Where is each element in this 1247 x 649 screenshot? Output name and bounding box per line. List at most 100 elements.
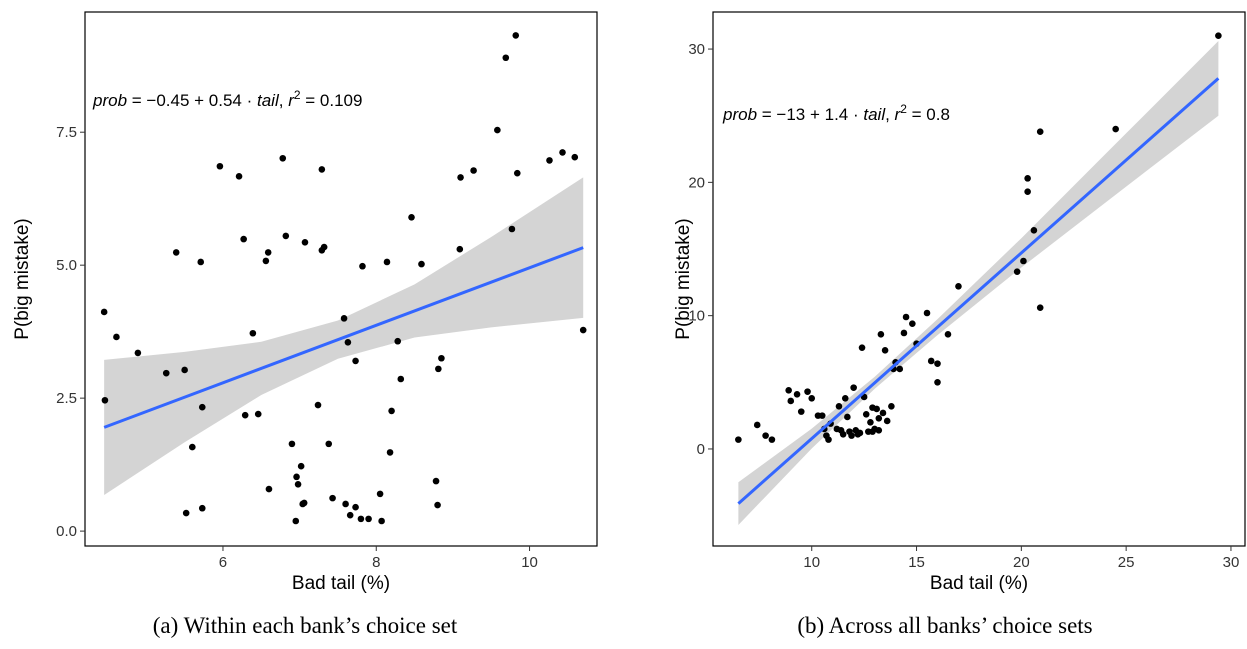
point	[867, 418, 874, 426]
point	[357, 515, 365, 523]
point	[785, 387, 792, 394]
annotation: prob = −13 + 1.4 · tail, r2 = 0.8	[722, 102, 950, 124]
point	[513, 169, 521, 177]
point	[902, 313, 910, 321]
point	[320, 243, 328, 251]
point	[856, 429, 864, 437]
x-tick-label: 15	[908, 554, 925, 571]
point	[879, 409, 887, 417]
point	[508, 225, 516, 233]
point	[297, 462, 305, 470]
point	[100, 308, 108, 316]
point	[579, 326, 587, 334]
point	[397, 375, 405, 383]
point	[955, 283, 962, 290]
point	[432, 477, 440, 485]
point	[502, 54, 510, 62]
point	[808, 395, 816, 402]
annotation-part: ,	[279, 91, 288, 110]
point	[344, 338, 352, 346]
x-tick-label: 30	[1223, 554, 1240, 571]
annotation-part: prob	[92, 91, 127, 110]
point	[376, 490, 384, 498]
point	[818, 412, 826, 419]
point	[797, 408, 805, 415]
point	[835, 403, 843, 410]
point	[787, 397, 795, 405]
x-tick-label: 10	[521, 554, 538, 571]
point	[571, 153, 579, 161]
point	[512, 32, 520, 39]
point	[240, 235, 247, 243]
point	[314, 401, 322, 409]
point	[470, 167, 477, 174]
point	[325, 440, 333, 448]
point	[1020, 257, 1027, 265]
point	[850, 384, 857, 391]
point	[927, 357, 935, 365]
point	[279, 154, 287, 162]
point	[113, 333, 120, 341]
y-tick-label: 7.5	[56, 124, 77, 141]
x-tick-label: 25	[1118, 554, 1135, 571]
point	[456, 245, 464, 253]
point	[923, 309, 931, 317]
point	[944, 331, 952, 338]
point	[825, 436, 832, 443]
point	[235, 173, 243, 180]
annotation-part: tail	[257, 91, 280, 110]
point	[352, 357, 359, 365]
point	[342, 500, 349, 508]
point	[134, 349, 142, 357]
confidence-band	[738, 41, 1219, 525]
point	[300, 499, 308, 507]
point	[896, 365, 904, 373]
point	[494, 126, 501, 134]
annotation-part: = −13 + 1.4 ·	[757, 105, 863, 124]
point	[293, 473, 300, 481]
point	[888, 403, 895, 410]
x-axis-label: Bad tail (%)	[930, 573, 1028, 594]
point	[318, 166, 326, 173]
point	[900, 329, 908, 337]
point	[862, 410, 870, 418]
y-tick-label: 0.0	[56, 523, 77, 540]
point	[1024, 175, 1031, 182]
point	[883, 417, 891, 425]
annotation-part: = −0.45 + 0.54 ·	[127, 91, 257, 110]
y-tick-label: 20	[688, 174, 705, 191]
point	[241, 411, 249, 419]
point	[881, 347, 889, 354]
point	[182, 509, 190, 517]
fit-line	[103, 246, 584, 429]
point	[909, 320, 916, 327]
point	[198, 403, 206, 411]
annotation-part: r	[895, 105, 902, 124]
point	[753, 421, 761, 429]
point	[457, 174, 464, 181]
point	[265, 485, 273, 493]
caption: (a) Within each bank’s choice set	[153, 613, 458, 638]
annotation-part: ,	[885, 105, 894, 124]
point	[288, 440, 296, 448]
point	[378, 517, 385, 525]
point	[189, 443, 196, 451]
point	[346, 511, 354, 519]
point	[294, 481, 302, 488]
x-axis-label: Bad tail (%)	[292, 573, 390, 594]
point	[877, 331, 885, 338]
point	[559, 149, 566, 156]
point	[873, 405, 881, 413]
point	[1036, 304, 1044, 311]
y-tick-label: 10	[688, 308, 705, 325]
point	[841, 395, 849, 402]
point	[249, 329, 257, 337]
annotation-part: = 0.109	[301, 91, 363, 110]
point	[254, 410, 262, 418]
x-tick-label: 10	[803, 554, 820, 571]
y-tick-label: 5.0	[56, 257, 77, 274]
point	[934, 360, 941, 367]
annotation-part: 2	[900, 102, 907, 116]
